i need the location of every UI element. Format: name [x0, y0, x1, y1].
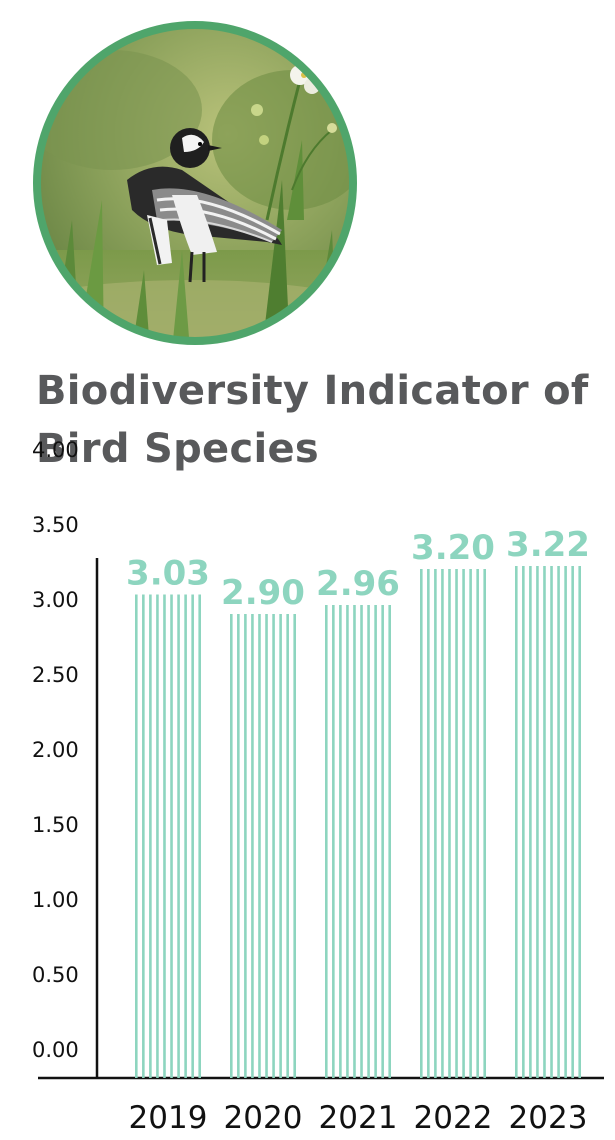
y-tick-label: 2.00 [32, 738, 79, 762]
bar-stripe [346, 605, 349, 1078]
y-tick-label: 3.50 [32, 513, 79, 537]
bar-stripe [483, 569, 486, 1078]
bar-stripe [469, 569, 472, 1078]
bar-stripe [388, 605, 391, 1078]
bar-stripe [374, 605, 377, 1078]
bar-stripe [367, 605, 370, 1078]
bar-stripe [564, 566, 567, 1078]
x-tick-label: 2021 [319, 1100, 398, 1136]
y-tick-label: 4.00 [32, 438, 79, 462]
bar-stripe [279, 614, 282, 1078]
bar-stripe [353, 605, 356, 1078]
bar-stripe [325, 605, 328, 1078]
bar-stripe [265, 614, 268, 1078]
y-tick-label: 1.50 [32, 813, 79, 837]
bar-stripe [434, 569, 437, 1078]
bar-stripe [156, 594, 159, 1078]
bar-stripe [529, 566, 532, 1078]
data-label: 3.03 [126, 554, 210, 594]
bar-stripe [543, 566, 546, 1078]
bar-stripe [339, 605, 342, 1078]
bar-stripe [170, 594, 173, 1078]
bar-stripe [293, 614, 296, 1078]
bar-stripe [462, 569, 465, 1078]
data-label: 3.20 [411, 528, 495, 568]
chart-title: Biodiversity Indicator of Bird Species [36, 368, 589, 472]
bar-stripe [135, 594, 138, 1078]
bar-stripe [191, 594, 194, 1078]
bar-stripe [522, 566, 525, 1078]
bar-stripe [258, 614, 261, 1078]
bar-stripe [420, 569, 423, 1078]
bar-stripe [142, 594, 145, 1078]
x-tick-label: 2022 [414, 1100, 493, 1136]
bar-stripe [244, 614, 247, 1078]
bar-stripe [149, 594, 152, 1078]
y-tick-label: 2.50 [32, 663, 79, 687]
data-label: 2.96 [316, 564, 400, 604]
bar-stripe [184, 594, 187, 1078]
bar-stripe [515, 566, 518, 1078]
bar-stripe [272, 614, 275, 1078]
bar-2022 [420, 569, 486, 1078]
data-label: 3.22 [506, 525, 590, 565]
bar-2020 [230, 614, 296, 1078]
bar-stripe [441, 569, 444, 1078]
bird-photo-icon [33, 21, 357, 345]
bar-2023 [515, 566, 581, 1078]
bar-stripe [381, 605, 384, 1078]
x-tick-label: 2020 [224, 1100, 303, 1136]
bar-stripe [578, 566, 581, 1078]
bar-stripe [230, 614, 233, 1078]
bar-2019 [135, 594, 201, 1078]
bar-stripe [550, 566, 553, 1078]
y-tick-label: 0.00 [32, 1038, 79, 1062]
bird-photo [32, 20, 358, 346]
y-tick-label: 0.50 [32, 963, 79, 987]
bar-stripe [251, 614, 254, 1078]
bar-stripe [360, 605, 363, 1078]
bar-stripe [163, 594, 166, 1078]
bar-stripe [332, 605, 335, 1078]
x-tick-label: 2019 [129, 1100, 208, 1136]
bar-stripe [448, 569, 451, 1078]
bar-stripe [198, 594, 201, 1078]
bar-stripe [557, 566, 560, 1078]
y-tick-label: 3.00 [32, 588, 79, 612]
bar-stripe [571, 566, 574, 1078]
bar-stripe [427, 569, 430, 1078]
x-tick-label: 2023 [509, 1100, 588, 1136]
y-tick-label: 1.00 [32, 888, 79, 912]
data-label: 2.90 [221, 573, 305, 613]
bar-stripe [455, 569, 458, 1078]
bar-2021 [325, 605, 391, 1078]
bar-stripe [476, 569, 479, 1078]
bar-stripe [237, 614, 240, 1078]
bar-stripe [536, 566, 539, 1078]
bar-stripe [286, 614, 289, 1078]
bar-stripe [177, 594, 180, 1078]
